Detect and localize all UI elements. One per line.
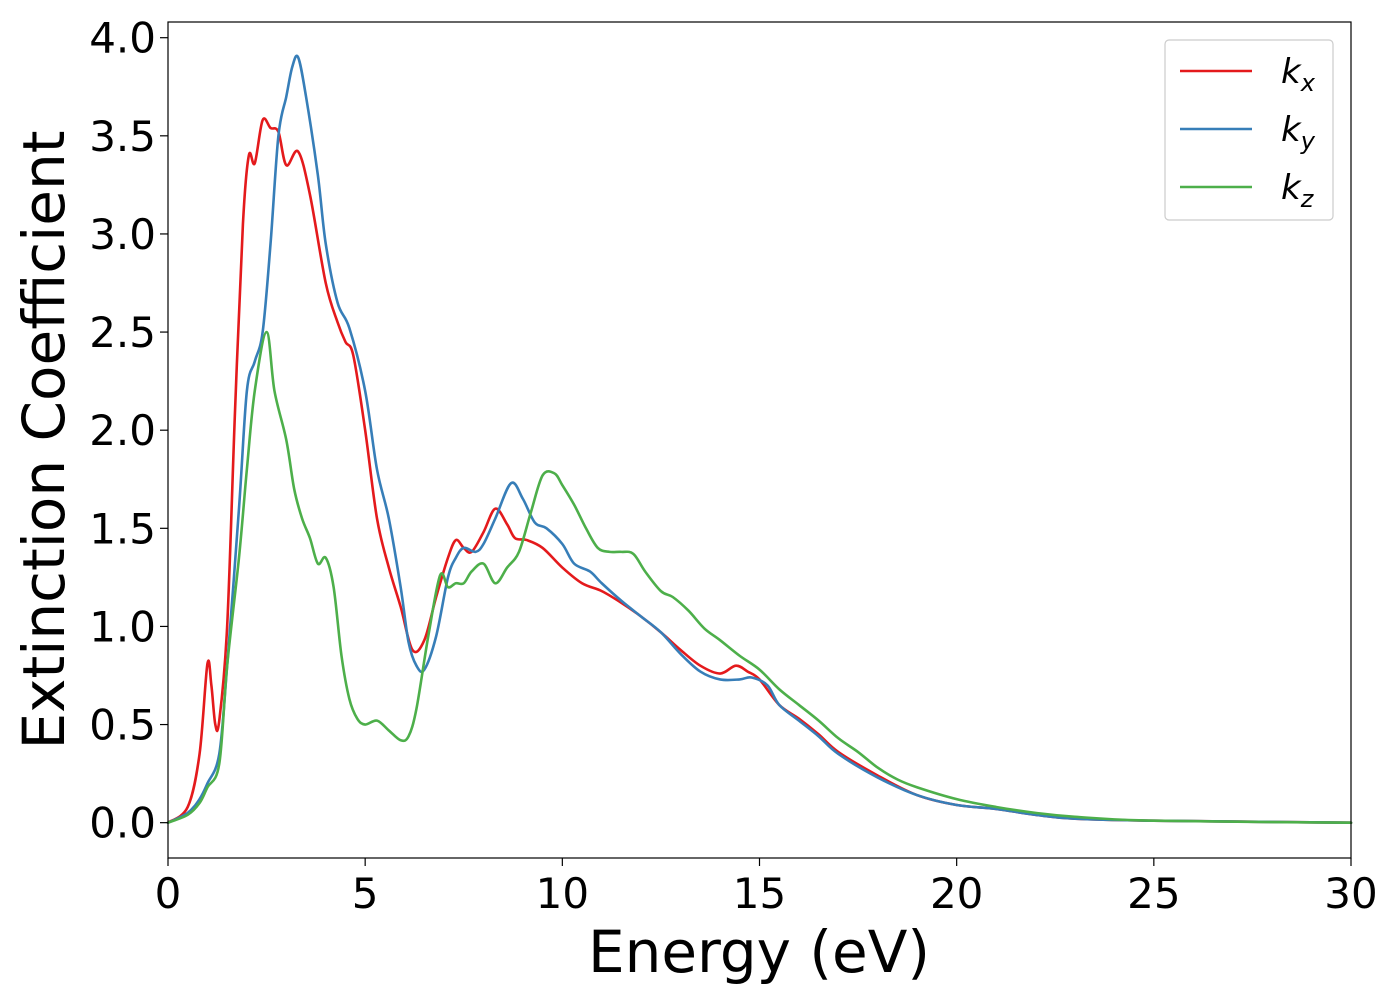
x-tick-label: 30 <box>1324 869 1377 918</box>
legend-label-kz: kz <box>1281 168 1315 213</box>
y-tick-label: 1.0 <box>89 602 156 651</box>
x-tick-label: 25 <box>1127 869 1180 918</box>
y-axis-title: Extinction Coefficient <box>10 131 78 750</box>
x-tick-label: 20 <box>930 869 983 918</box>
legend-label-kx: kx <box>1281 52 1316 97</box>
x-axis-title: Energy (eV) <box>588 918 930 986</box>
y-axis: 0.0 0.5 1.0 1.5 2.0 2.5 3.0 3.5 4.0 <box>89 14 168 848</box>
y-tick-label: 2.5 <box>89 308 156 357</box>
legend: kx ky kz <box>1164 39 1334 221</box>
y-tick-label: 0.5 <box>89 701 156 750</box>
y-tick-label: 2.0 <box>89 406 156 455</box>
legend-label-ky: ky <box>1281 110 1316 155</box>
series-line-kz <box>166 330 1353 824</box>
y-tick-label: 1.5 <box>89 504 156 553</box>
y-tick-label: 3.0 <box>89 210 156 259</box>
x-tick-label: 0 <box>155 869 182 918</box>
x-axis: 0 5 10 15 20 25 30 <box>155 858 1378 918</box>
x-tick-label: 10 <box>536 869 589 918</box>
series-line-ky <box>166 54 1353 824</box>
x-tick-label: 15 <box>733 869 786 918</box>
y-tick-label: 0.0 <box>89 799 156 848</box>
x-tick-label: 5 <box>352 869 379 918</box>
y-tick-label: 3.5 <box>89 112 156 161</box>
series-line-kx <box>166 117 1353 824</box>
y-tick-label: 4.0 <box>89 14 156 63</box>
